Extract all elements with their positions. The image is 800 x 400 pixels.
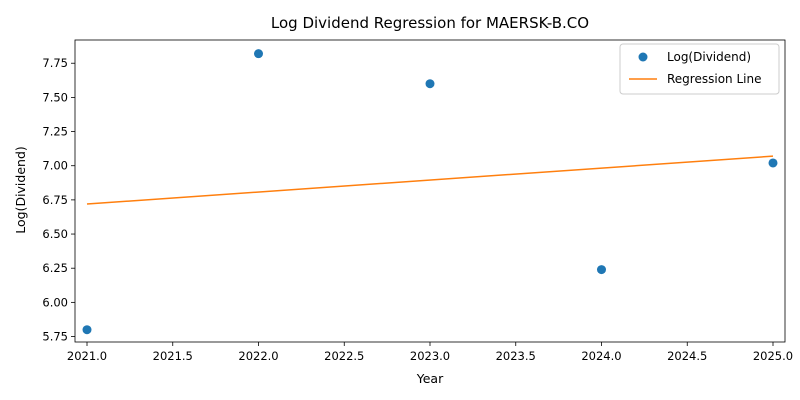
chart-title: Log Dividend Regression for MAERSK-B.CO bbox=[271, 14, 589, 32]
y-tick-label: 6.75 bbox=[42, 193, 68, 207]
x-tick-label: 2024.5 bbox=[667, 349, 707, 363]
plot-frame bbox=[74, 39, 786, 343]
x-axis-label: Year bbox=[416, 371, 444, 386]
legend-box bbox=[619, 43, 780, 95]
data-point bbox=[82, 325, 92, 335]
y-tick-label: 7.25 bbox=[42, 125, 68, 139]
plot-area: 2021.0 2021.5 2022.0 2022.5 2023.0 2023.5 2024… bbox=[42, 39, 793, 363]
y-tick-label: 7.50 bbox=[42, 90, 68, 104]
x-tick-label: 2023.5 bbox=[496, 349, 536, 363]
x-tick-label: 2021.0 bbox=[67, 349, 107, 363]
data-point bbox=[768, 158, 778, 168]
legend-point-marker bbox=[638, 52, 648, 62]
x-tick-label: 2022.0 bbox=[238, 349, 278, 363]
data-point bbox=[596, 265, 606, 275]
y-tick-label: 7.75 bbox=[42, 56, 68, 70]
legend-label: Regression Line bbox=[667, 72, 761, 86]
x-tick-label: 2025.0 bbox=[753, 349, 793, 363]
legend: Log(Dividend) Regression Line bbox=[619, 43, 780, 95]
y-tick-label: 6.00 bbox=[42, 295, 68, 309]
legend-label: Log(Dividend) bbox=[667, 50, 751, 64]
data-point bbox=[425, 79, 435, 89]
x-tick-label: 2021.5 bbox=[153, 349, 193, 363]
x-tick-label: 2024.0 bbox=[581, 349, 621, 363]
y-tick-label: 6.50 bbox=[42, 227, 68, 241]
y-axis-label: Log(Dividend) bbox=[13, 146, 28, 234]
data-point bbox=[254, 49, 264, 59]
y-tick-label: 7.00 bbox=[42, 159, 68, 173]
y-tick-label: 5.75 bbox=[42, 330, 68, 344]
y-tick-label: 6.25 bbox=[42, 261, 68, 275]
regression-line bbox=[86, 155, 774, 205]
x-tick-label: 2022.5 bbox=[324, 349, 364, 363]
x-tick-label: 2023.0 bbox=[410, 349, 450, 363]
